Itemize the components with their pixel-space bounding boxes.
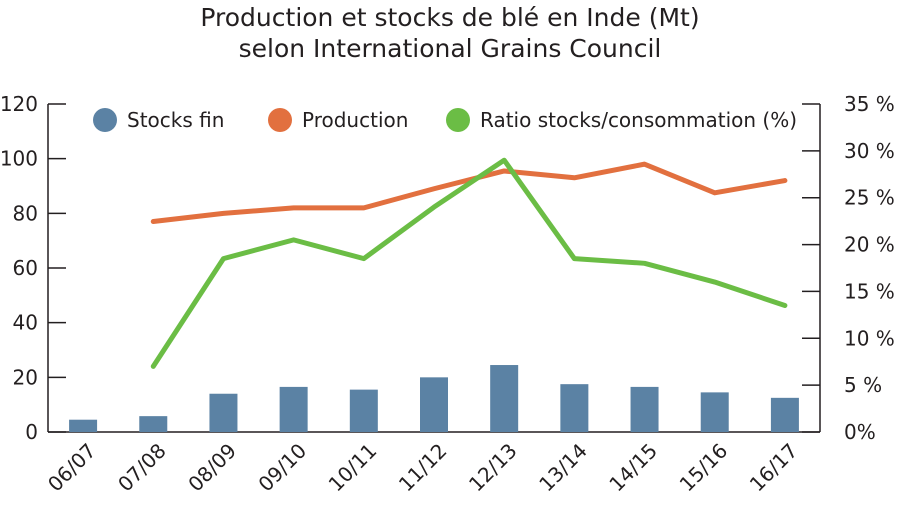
x-tick-label: 16/17 — [745, 439, 803, 497]
bar-stocks-fin — [560, 384, 589, 432]
chart-title: Production et stocks de blé en Inde (Mt)… — [0, 0, 900, 64]
bar-stocks-fin — [700, 392, 729, 432]
x-tick-label: 11/12 — [394, 439, 452, 497]
legend-label: Ratio stocks/consommation (%) — [480, 108, 797, 132]
x-tick-label: 15/16 — [675, 439, 733, 497]
line-production — [150, 161, 788, 225]
bar-stocks-fin — [349, 389, 378, 432]
y-right-tick-label: 10 % — [844, 326, 895, 350]
y-right-tick-label: 25 % — [844, 186, 895, 210]
bar-stocks-fin — [490, 365, 519, 432]
legend-marker — [93, 108, 117, 132]
legend-label: Production — [302, 108, 408, 132]
legend-marker — [268, 108, 292, 132]
bar-stocks-fin — [69, 419, 98, 432]
x-tick-label: 06/07 — [43, 439, 101, 497]
y-right-tick-label: 35 % — [844, 92, 895, 116]
line-series — [150, 157, 788, 369]
bar-stocks-fin — [139, 416, 168, 432]
y-left-tick-label: 60 — [13, 256, 38, 280]
y-left-tick-label: 20 — [13, 365, 38, 389]
y-left-tick-label: 0 — [25, 420, 38, 444]
x-tick-label: 09/10 — [253, 439, 311, 497]
legend: Stocks fin Production Ratio stocks/consomm… — [93, 108, 797, 132]
bar-stocks-fin — [279, 386, 308, 432]
y-right-tick-label: 15 % — [844, 279, 895, 303]
x-tick-label: 13/14 — [534, 439, 592, 497]
y-left-tick-label: 80 — [13, 201, 38, 225]
y-left-tick-label: 120 — [0, 92, 38, 116]
chart-title-line2: selon International Grains Council — [238, 34, 662, 63]
x-tick-label: 08/09 — [183, 439, 241, 497]
bar-stocks-fin — [770, 397, 799, 432]
x-tick-label: 12/13 — [464, 439, 522, 497]
legend-label: Stocks fin — [127, 108, 224, 132]
y-left-tick-label: 100 — [0, 147, 38, 171]
bar-stocks-fin — [209, 393, 238, 432]
y-right-tick-label: 30 % — [844, 139, 895, 163]
x-tick-label: 10/11 — [324, 439, 382, 497]
axes: 0 20 40 60 80 100 120 0% 5 % 10 % 15 % 20 % 25 % 30 %… — [0, 92, 895, 496]
legend-marker — [446, 108, 470, 132]
bar-stocks-fin — [630, 386, 659, 432]
bar-series-stocks-fin — [69, 365, 799, 432]
y-left-tick-label: 40 — [13, 311, 38, 335]
x-tick-label: 14/15 — [604, 439, 662, 497]
y-right-tick-label: 0% — [844, 420, 876, 444]
bar-stocks-fin — [420, 377, 448, 432]
chart-title-line1: Production et stocks de blé en Inde (Mt) — [200, 3, 700, 32]
x-tick-label: 07/08 — [113, 439, 171, 497]
y-right-tick-label: 20 % — [844, 233, 895, 257]
y-right-tick-label: 5 % — [844, 373, 882, 397]
line-ratio-stocks-consommation — [150, 157, 788, 369]
